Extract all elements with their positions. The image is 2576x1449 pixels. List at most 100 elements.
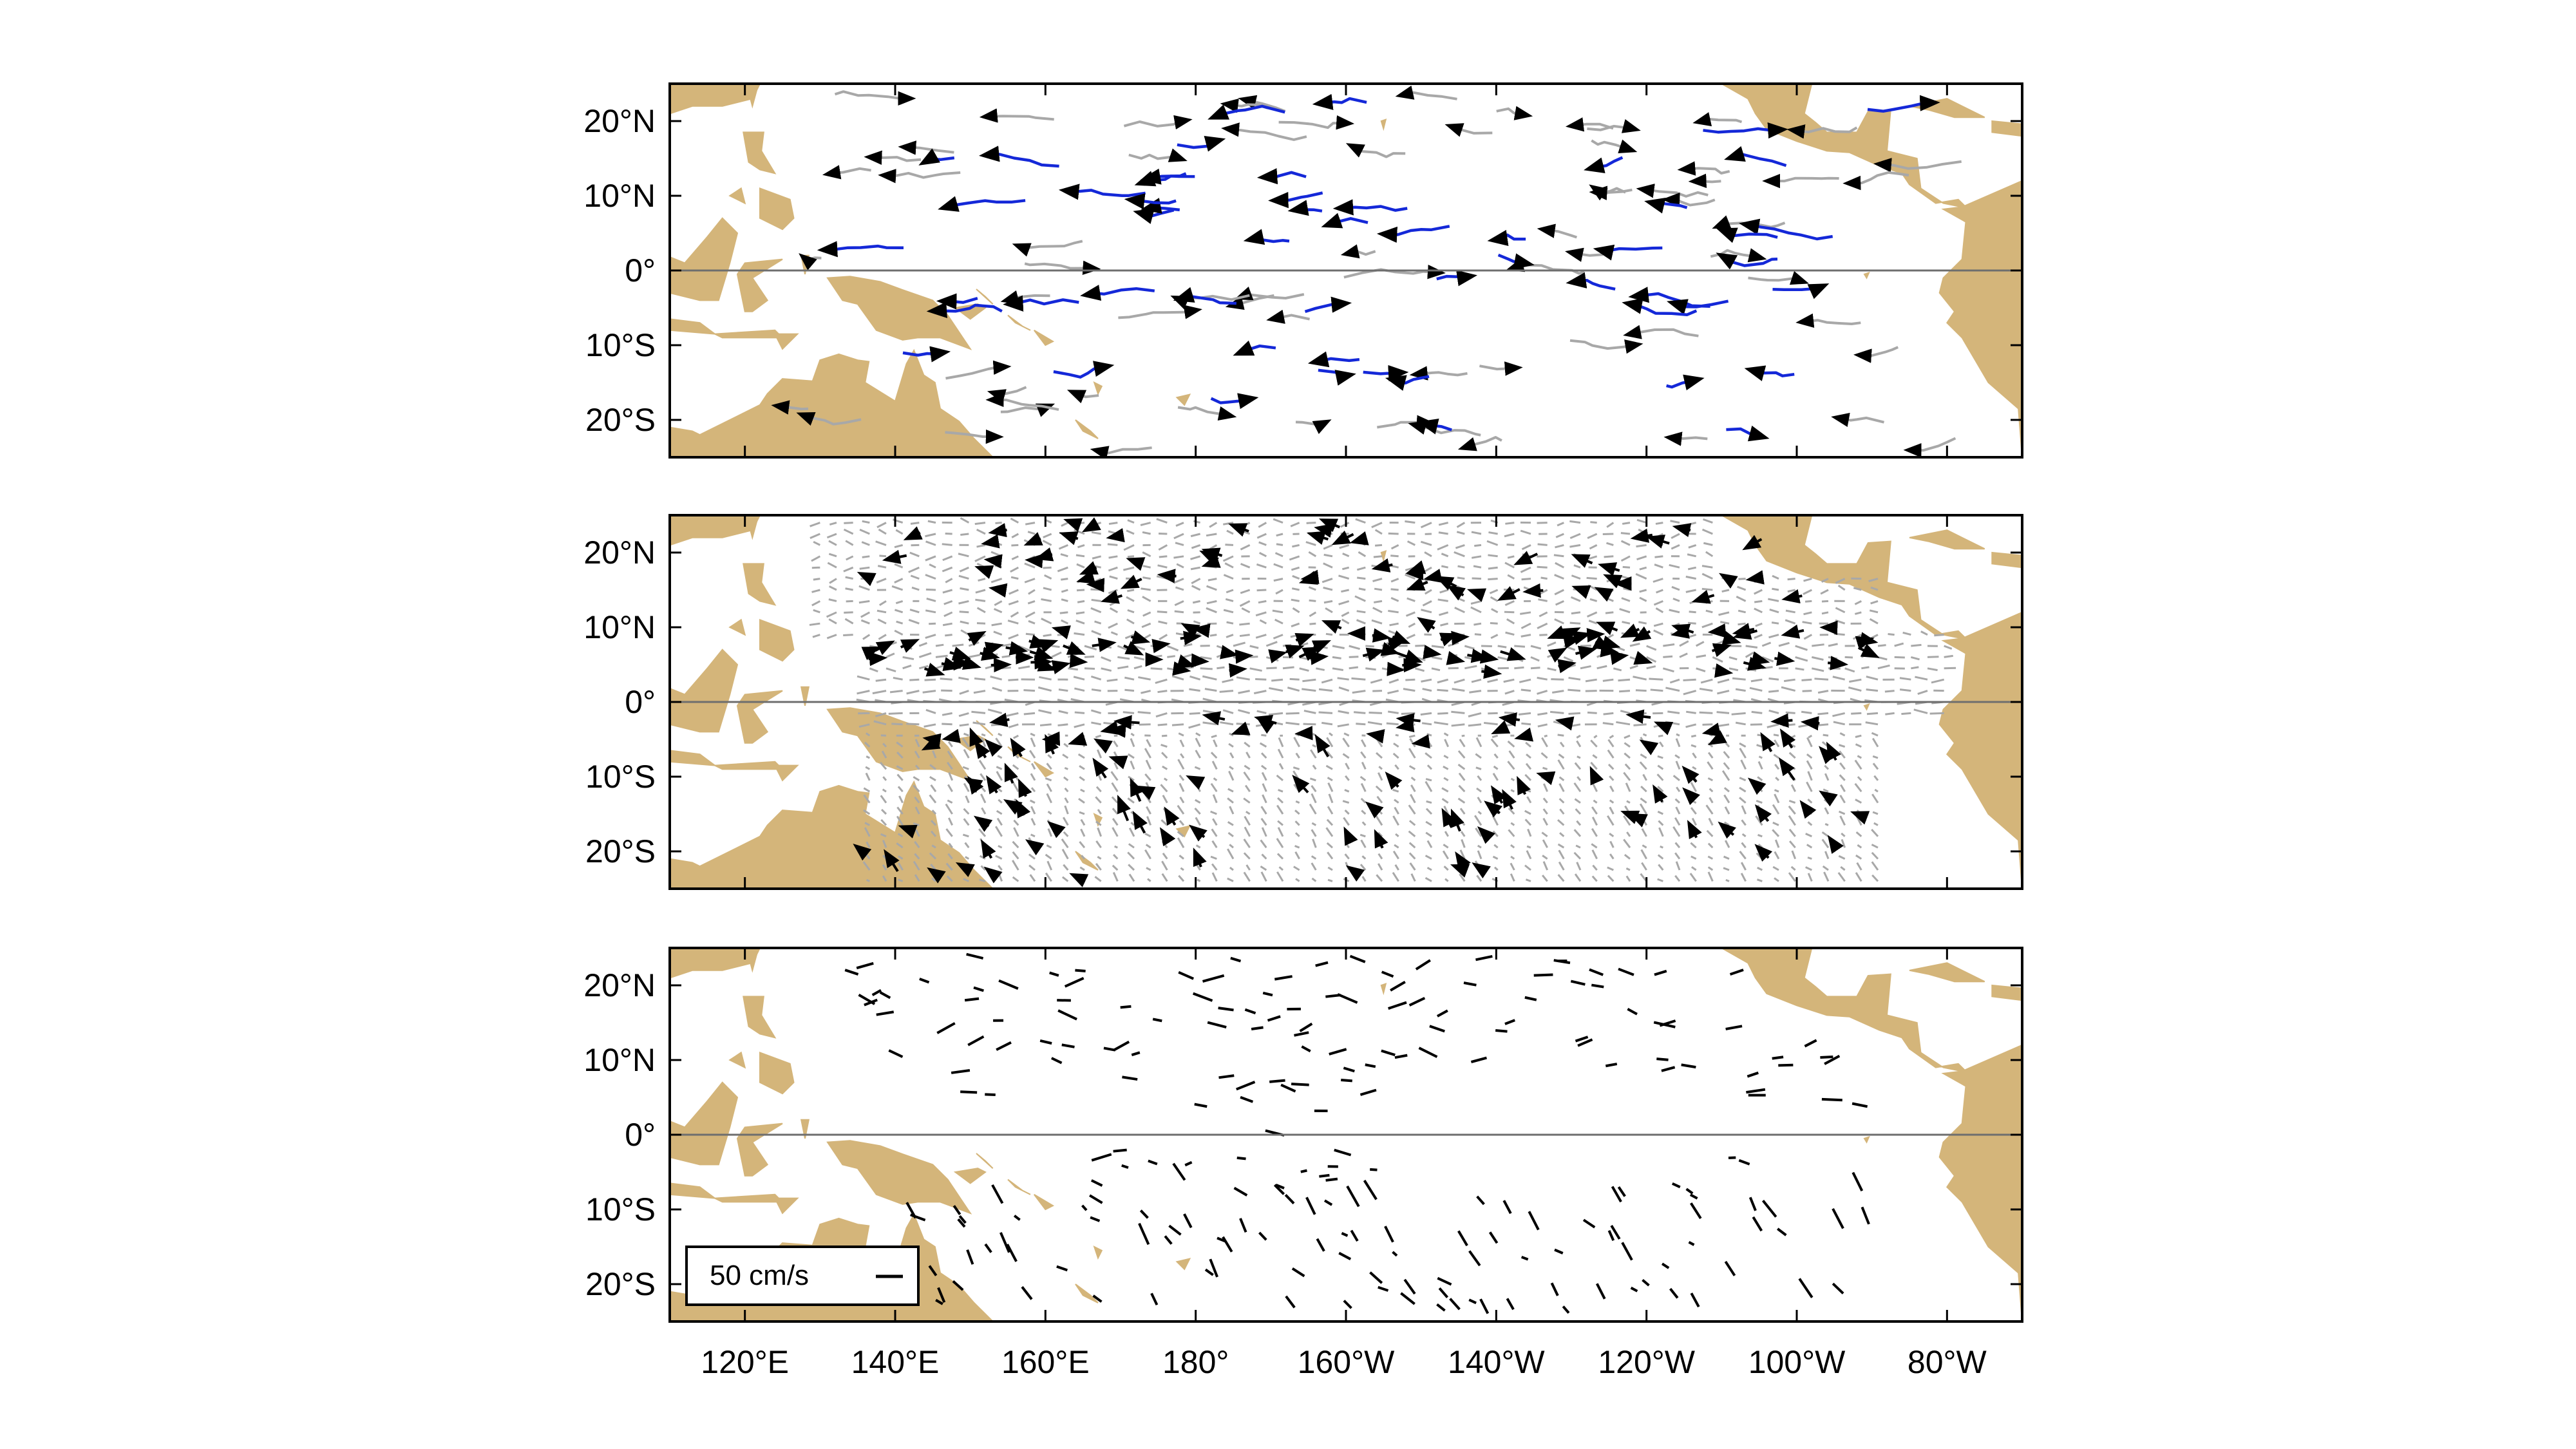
velocity-vector bbox=[1146, 739, 1151, 748]
velocity-vector bbox=[1657, 878, 1663, 882]
velocity-vector bbox=[1855, 854, 1862, 860]
velocity-vector bbox=[1639, 589, 1647, 593]
velocity-vector-highlighted bbox=[985, 739, 1003, 757]
velocity-vector bbox=[1196, 778, 1201, 782]
velocity-vector bbox=[1477, 810, 1482, 815]
velocity-vector bbox=[1341, 1078, 1352, 1083]
velocity-vector bbox=[1505, 631, 1515, 636]
velocity-vector-highlighted bbox=[1466, 588, 1487, 602]
velocity-vector bbox=[1752, 1216, 1763, 1232]
velocity-vector bbox=[1274, 975, 1293, 981]
velocity-vector bbox=[1721, 589, 1730, 593]
velocity-vector bbox=[1323, 1199, 1333, 1206]
velocity-vector-highlighted bbox=[1391, 630, 1411, 644]
velocity-vector bbox=[1653, 578, 1663, 583]
velocity-vector bbox=[1871, 732, 1879, 737]
velocity-vector bbox=[1790, 784, 1797, 792]
velocity-vector bbox=[1024, 578, 1036, 583]
drifter-trajectory bbox=[1177, 406, 1237, 421]
velocity-vector bbox=[1420, 540, 1432, 546]
velocity-vector bbox=[1679, 652, 1688, 658]
velocity-vector bbox=[1043, 587, 1052, 591]
velocity-vector bbox=[1801, 678, 1812, 681]
velocity-vector bbox=[942, 543, 952, 546]
velocity-vector bbox=[1057, 566, 1068, 573]
velocity-vector bbox=[1788, 752, 1796, 759]
velocity-vector bbox=[1492, 855, 1499, 860]
velocity-vector bbox=[1724, 1260, 1736, 1276]
velocity-vector bbox=[1096, 749, 1103, 759]
velocity-vector bbox=[1240, 544, 1251, 551]
land-mass bbox=[1991, 551, 2022, 569]
velocity-vector bbox=[1804, 1039, 1817, 1048]
lat-tick-label: 10°N bbox=[583, 178, 656, 214]
velocity-vector bbox=[1309, 599, 1316, 602]
velocity-vector bbox=[828, 585, 837, 591]
velocity-vector bbox=[810, 522, 820, 527]
velocity-vector bbox=[828, 598, 837, 602]
drifter-trajectory bbox=[1622, 298, 1698, 316]
velocity-vector bbox=[1607, 875, 1615, 882]
velocity-vector bbox=[861, 541, 870, 546]
velocity-vector bbox=[864, 822, 871, 826]
velocity-vector bbox=[1602, 722, 1614, 726]
velocity-vector bbox=[1640, 849, 1647, 860]
velocity-vector bbox=[995, 532, 1002, 535]
velocity-vector bbox=[1410, 776, 1416, 781]
land-mass bbox=[1991, 984, 2022, 1001]
velocity-vector bbox=[1611, 1186, 1622, 1203]
velocity-vector bbox=[1696, 667, 1706, 672]
drifter-trajectory bbox=[945, 360, 1012, 380]
velocity-vector-highlighted bbox=[1598, 562, 1620, 576]
velocity-vector bbox=[1835, 619, 1846, 625]
velocity-vector bbox=[998, 872, 1003, 882]
velocity-vector bbox=[1103, 1046, 1116, 1052]
velocity-vector-highlighted bbox=[1306, 531, 1329, 545]
velocity-vector bbox=[1013, 1215, 1021, 1221]
velocity-vector bbox=[930, 784, 937, 793]
velocity-vector bbox=[1394, 1054, 1408, 1059]
velocity-vector bbox=[1192, 600, 1200, 604]
velocity-vector bbox=[928, 1265, 938, 1276]
velocity-vector bbox=[1835, 607, 1846, 614]
velocity-vector-highlighted bbox=[1653, 784, 1668, 804]
velocity-vector bbox=[1870, 586, 1879, 591]
velocity-vector bbox=[1386, 722, 1399, 726]
velocity-vector-highlighted bbox=[1633, 650, 1653, 665]
velocity-vector bbox=[1325, 532, 1333, 535]
velocity-vector bbox=[1854, 600, 1862, 605]
drifter-trajectory bbox=[1312, 93, 1367, 110]
velocity-vector-highlighted bbox=[875, 640, 895, 656]
velocity-vector bbox=[1746, 1088, 1766, 1094]
velocity-vector bbox=[909, 678, 920, 681]
velocity-vector bbox=[1708, 817, 1714, 826]
velocity-vector-highlighted bbox=[903, 526, 923, 540]
velocity-vector bbox=[1455, 544, 1465, 549]
velocity-vector bbox=[1563, 656, 1574, 663]
drifter-trajectory bbox=[1295, 419, 1332, 434]
velocity-vector bbox=[999, 1232, 1010, 1253]
velocity-vector bbox=[898, 795, 904, 804]
velocity-vector bbox=[958, 600, 969, 605]
velocity-vector bbox=[1368, 712, 1383, 714]
velocity-vector bbox=[1798, 1278, 1814, 1298]
velocity-vector bbox=[1650, 688, 1663, 692]
velocity-vector bbox=[1475, 737, 1482, 748]
velocity-vector bbox=[1839, 815, 1846, 826]
velocity-vector bbox=[1870, 600, 1879, 605]
velocity-vector bbox=[1504, 1019, 1515, 1025]
velocity-vector bbox=[1294, 810, 1300, 815]
velocity-vector bbox=[1607, 866, 1614, 871]
velocity-vector bbox=[860, 611, 871, 618]
velocity-vector bbox=[1390, 578, 1399, 583]
velocity-vector bbox=[1618, 678, 1631, 682]
velocity-vector bbox=[1340, 522, 1350, 528]
velocity-vector bbox=[1551, 678, 1564, 681]
velocity-vector bbox=[1341, 611, 1350, 618]
velocity-vector bbox=[1009, 589, 1019, 595]
velocity-vector bbox=[1828, 656, 1838, 660]
velocity-vector bbox=[1725, 1025, 1743, 1030]
velocity-vector bbox=[1674, 798, 1681, 804]
velocity-vector bbox=[1176, 563, 1184, 569]
velocity-vector bbox=[865, 766, 871, 770]
